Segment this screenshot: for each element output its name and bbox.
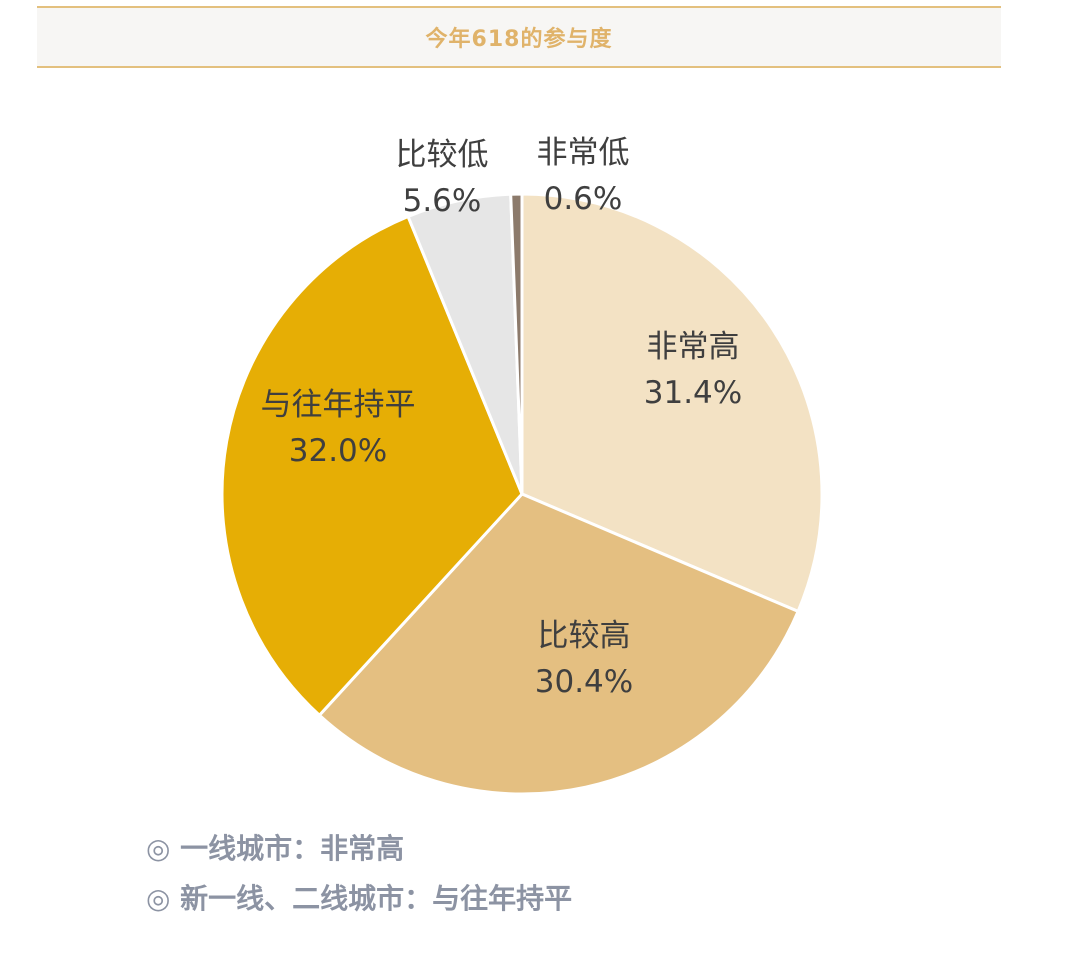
slice-label-very-low: 非常低: [537, 135, 630, 171]
slice-value-very-low: 0.6%: [544, 181, 623, 217]
notes: ◎ 一线城市：非常高 ◎ 新一线、二线城市：与往年持平: [146, 824, 946, 924]
pie-slice-very-low: [509, 192, 524, 496]
slice-label-fairly-low: 比较低: [396, 137, 489, 173]
slice-value-same-as-last-year: 32.0%: [289, 433, 387, 469]
note-tier2: ◎ 新一线、二线城市：与往年持平: [146, 882, 573, 915]
slice-label-same-as-last-year: 与往年持平: [261, 387, 416, 423]
slice-value-fairly-high: 30.4%: [535, 664, 633, 700]
pie-slice-very-high: [520, 192, 824, 613]
slice-value-very-high: 31.4%: [644, 375, 742, 411]
chart-title: 今年618的参与度: [425, 27, 613, 52]
title-bar: 今年618的参与度: [37, 6, 1001, 68]
slice-label-fairly-high: 比较高: [538, 618, 631, 654]
pie-slice-same-as-last-year: [220, 214, 524, 717]
pie-slice-fairly-high: [317, 492, 800, 796]
slice-label-very-high: 非常高: [647, 329, 740, 365]
slice-value-fairly-low: 5.6%: [403, 183, 482, 219]
note-tier1: ◎ 一线城市：非常高: [146, 832, 405, 865]
